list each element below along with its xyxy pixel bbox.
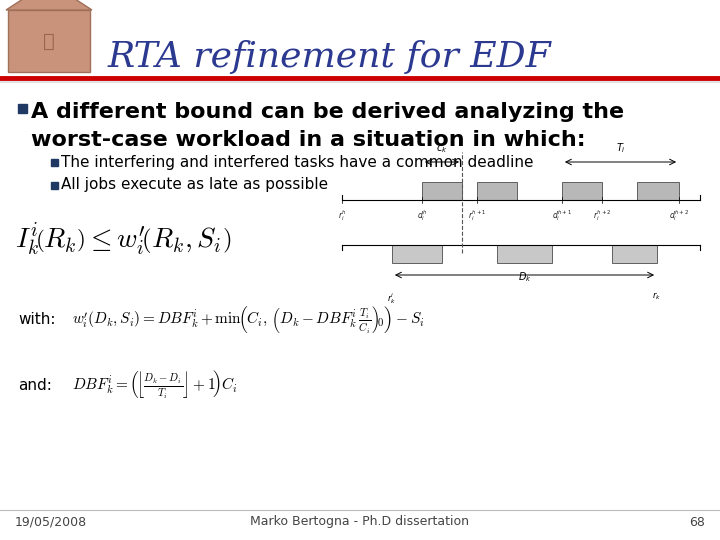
Text: $T_i$: $T_i$ <box>616 141 626 155</box>
Text: $d_i^{h+1}$: $d_i^{h+1}$ <box>552 208 572 223</box>
Text: The interfering and interfered tasks have a common deadline: The interfering and interfered tasks hav… <box>61 154 534 170</box>
Text: $DBF_k^i = \left(\!\left\lfloor \frac{D_k - D_i}{T_i} \right\rfloor + 1\!\right): $DBF_k^i = \left(\!\left\lfloor \frac{D_… <box>72 369 238 401</box>
Polygon shape <box>6 0 92 10</box>
Bar <box>392 245 442 263</box>
Text: $d_i^{h+2}$: $d_i^{h+2}$ <box>669 208 689 223</box>
Text: A different bound can be derived analyzing the
worst-case workload in a situatio: A different bound can be derived analyzi… <box>31 102 624 150</box>
Text: $I_k^i\!\left(R_k\right) \leq w_i'\!\left(R_k, S_i\right)$: $I_k^i\!\left(R_k\right) \leq w_i'\!\lef… <box>15 221 231 259</box>
Text: $d_i^h$: $d_i^h$ <box>417 208 427 223</box>
Text: RTA refinement for EDF: RTA refinement for EDF <box>108 40 552 74</box>
Text: $r_i^{h+1}$: $r_i^{h+1}$ <box>468 208 486 223</box>
Bar <box>477 182 517 200</box>
Text: 19/05/2008: 19/05/2008 <box>15 516 87 529</box>
Bar <box>18 104 27 112</box>
Text: 👥: 👥 <box>43 31 55 51</box>
Text: $r_i^h$: $r_i^h$ <box>338 208 346 223</box>
Bar <box>8 10 90 72</box>
Text: Marko Bertogna - Ph.D dissertation: Marko Bertogna - Ph.D dissertation <box>251 516 469 529</box>
Bar <box>51 182 58 189</box>
Text: $r_k$: $r_k$ <box>652 291 662 302</box>
Text: $D_k$: $D_k$ <box>518 270 531 284</box>
Bar <box>637 182 679 200</box>
Bar <box>51 159 58 166</box>
Text: $r_i^{h+2}$: $r_i^{h+2}$ <box>593 208 611 223</box>
Text: 68: 68 <box>689 516 705 529</box>
Text: All jobs execute as late as possible: All jobs execute as late as possible <box>61 178 328 192</box>
Text: $w_i'(D_k, S_i) = DBF_k^i + \min\!\left(C_i,\, \left(D_k - DBF_k^i\,\frac{T_i}{C: $w_i'(D_k, S_i) = DBF_k^i + \min\!\left(… <box>72 305 425 335</box>
Bar <box>497 245 552 263</box>
Text: $r_k^i$: $r_k^i$ <box>387 291 397 306</box>
Text: and:: and: <box>18 377 52 393</box>
Text: with:: with: <box>18 313 55 327</box>
Text: $c_k$: $c_k$ <box>436 143 448 155</box>
Bar <box>562 182 602 200</box>
Bar <box>422 182 462 200</box>
Bar <box>612 245 657 263</box>
